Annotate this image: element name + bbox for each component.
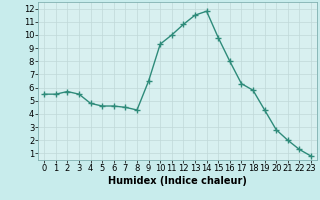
X-axis label: Humidex (Indice chaleur): Humidex (Indice chaleur) [108, 176, 247, 186]
